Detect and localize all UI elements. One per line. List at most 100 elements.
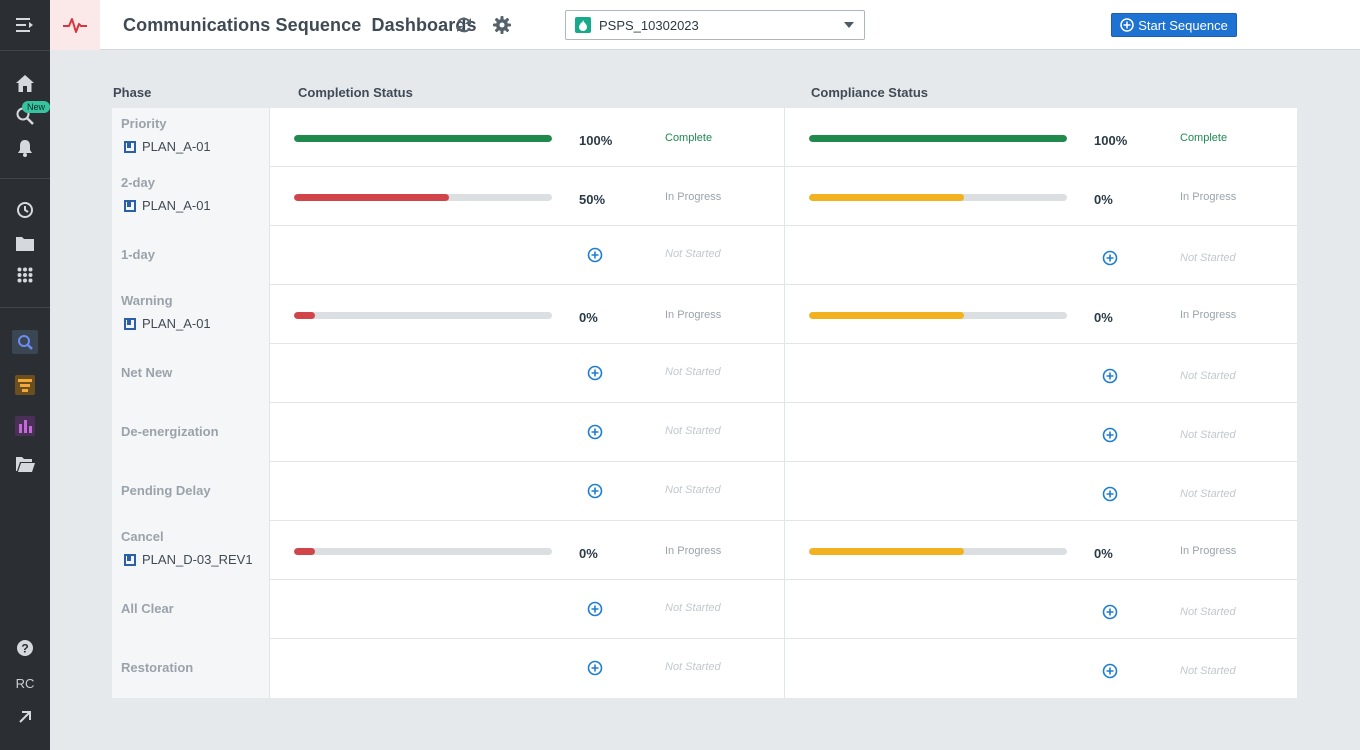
layers-app-icon[interactable]: [0, 370, 50, 400]
compliance-add-button[interactable]: [1102, 604, 1118, 620]
completion-add-button[interactable]: [587, 424, 603, 440]
compliance-status-text: Not Started: [1180, 429, 1236, 441]
expand-arrow-icon[interactable]: [0, 702, 50, 732]
completion-add-button[interactable]: [587, 660, 603, 676]
help-icon[interactable]: ?: [0, 633, 50, 663]
completion-progress-fill: [294, 312, 315, 319]
completion-status-text: Complete: [665, 132, 713, 144]
settings-gear-icon[interactable]: [491, 14, 513, 36]
column-divider: [784, 344, 785, 403]
start-sequence-button[interactable]: Start Sequence: [1111, 13, 1237, 37]
column-divider: [784, 108, 785, 167]
compliance-status-text: Not Started: [1180, 252, 1236, 264]
chevron-down-icon: [844, 22, 854, 28]
table-row: Warning PLAN_A-01 0% In Progress 0% In Progre…: [112, 285, 1297, 344]
completion-progress-bar: [294, 135, 552, 142]
phase-cell: De-energization: [112, 403, 270, 462]
object-explorer-icon[interactable]: [0, 327, 50, 357]
completion-progress-bar: [294, 312, 552, 319]
phase-name: 2-day: [121, 175, 155, 190]
column-header-compliance: Compliance Status: [811, 85, 929, 100]
phase-name: 1-day: [121, 247, 155, 262]
user-avatar[interactable]: RC: [0, 668, 50, 698]
column-divider: [784, 403, 785, 462]
history-icon[interactable]: [0, 195, 50, 225]
compliance-status-text: Complete: [1180, 132, 1228, 144]
column-divider: [784, 521, 785, 580]
new-badge: New: [22, 101, 51, 113]
sequence-select[interactable]: PSPS_10302023: [565, 10, 865, 40]
compliance-add-button[interactable]: [1102, 427, 1118, 443]
completion-percent: 50%: [579, 192, 606, 207]
top-header: Communications Sequence Dashboards PSPS_…: [50, 0, 1360, 50]
completion-status-text: In Progress: [665, 545, 722, 557]
compliance-status-text: Not Started: [1180, 606, 1236, 618]
completion-add-button[interactable]: [587, 601, 603, 617]
completion-progress-bar: [294, 548, 552, 555]
compliance-progress-bar: [809, 194, 1067, 201]
completion-add-button[interactable]: [587, 365, 603, 381]
plan-link[interactable]: PLAN_D-03_REV1: [124, 552, 253, 567]
menu-expand-icon[interactable]: [0, 10, 50, 40]
table-row: Pending Delay Not Started Not Started: [112, 462, 1297, 521]
home-icon[interactable]: [0, 68, 50, 98]
completion-add-button[interactable]: [587, 483, 603, 499]
phase-cell: Restoration: [112, 639, 270, 698]
compliance-percent: 0%: [1094, 546, 1113, 561]
compliance-progress-fill: [809, 194, 964, 201]
plan-link[interactable]: PLAN_A-01: [124, 139, 211, 154]
plan-link[interactable]: PLAN_A-01: [124, 198, 211, 213]
completion-add-button[interactable]: [587, 247, 603, 263]
phase-name: Net New: [121, 365, 173, 380]
table-row: 2-day PLAN_A-01 50% In Progress 0% In Progres…: [112, 167, 1297, 226]
left-nav-rail: New ? RC: [0, 0, 51, 750]
column-divider: [784, 167, 785, 226]
table-row: De-energization Not Started Not Started: [112, 403, 1297, 462]
compliance-percent: 0%: [1094, 192, 1113, 207]
plan-doc-icon: [124, 317, 136, 330]
compliance-progress-fill: [809, 548, 964, 555]
completion-status-text: Not Started: [665, 484, 721, 496]
apps-grid-icon[interactable]: [0, 260, 50, 290]
phase-cell: Net New: [112, 344, 270, 403]
completion-progress-fill: [294, 135, 552, 142]
completion-status-text: Not Started: [665, 248, 721, 260]
compliance-add-button[interactable]: [1102, 486, 1118, 502]
table-row: All Clear Not Started Not Started: [112, 580, 1297, 639]
phase-cell: 1-day: [112, 226, 270, 285]
completion-percent: 0%: [579, 546, 598, 561]
plus-circle-icon: [1120, 18, 1134, 32]
compliance-add-button[interactable]: [1102, 663, 1118, 679]
compliance-percent: 0%: [1094, 310, 1113, 325]
phase-cell: Pending Delay: [112, 462, 270, 521]
phase-name: Priority: [121, 116, 167, 131]
compliance-add-button[interactable]: [1102, 250, 1118, 266]
completion-status-text: In Progress: [665, 191, 722, 203]
completion-status-text: In Progress: [665, 309, 722, 321]
compliance-percent: 100%: [1094, 133, 1128, 148]
phase-name: Warning: [121, 293, 173, 308]
sequence-select-value: PSPS_10302023: [599, 17, 699, 33]
refresh-icon[interactable]: [453, 14, 475, 36]
compliance-add-button[interactable]: [1102, 368, 1118, 384]
folder-icon[interactable]: [0, 228, 50, 258]
column-divider: [784, 580, 785, 639]
compliance-progress-bar: [809, 548, 1067, 555]
phase-name: De-energization: [121, 424, 219, 439]
completion-status-text: Not Started: [665, 425, 721, 437]
compliance-status-text: In Progress: [1180, 545, 1237, 557]
column-header-completion: Completion Status: [298, 85, 413, 100]
open-folder-icon[interactable]: [0, 449, 50, 479]
table-row: Priority PLAN_A-01 100% Complete 100% Complet…: [112, 108, 1297, 167]
column-divider: [784, 639, 785, 698]
phase-name: Pending Delay: [121, 483, 211, 498]
sequence-type-icon: [575, 17, 591, 33]
bar-chart-app-icon[interactable]: [0, 411, 50, 441]
plan-link[interactable]: PLAN_A-01: [124, 316, 211, 331]
start-sequence-label: Start Sequence: [1138, 17, 1228, 33]
bell-icon[interactable]: [0, 133, 50, 163]
compliance-progress-bar: [809, 312, 1067, 319]
compliance-status-text: In Progress: [1180, 309, 1237, 321]
plan-name: PLAN_A-01: [142, 139, 211, 154]
table-row: Restoration Not Started Not Started: [112, 639, 1297, 698]
